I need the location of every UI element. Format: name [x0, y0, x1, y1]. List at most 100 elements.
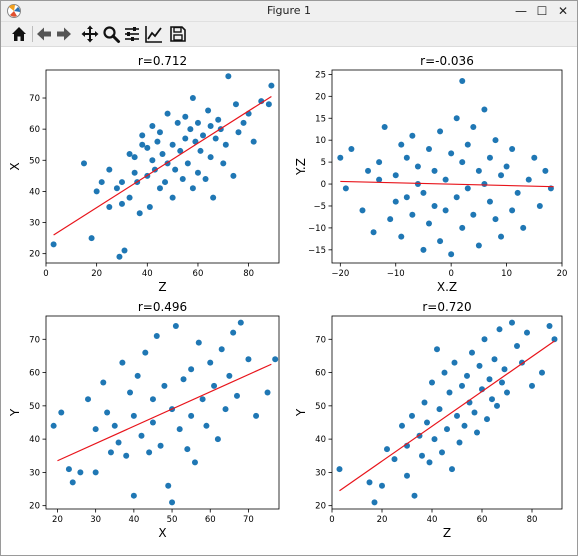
data-point — [459, 224, 466, 231]
data-point — [429, 379, 435, 386]
y-tick-label: 70 — [29, 94, 40, 104]
data-point — [514, 189, 521, 196]
data-point — [486, 154, 493, 161]
data-point — [404, 472, 410, 479]
data-point — [230, 329, 237, 336]
data-point — [531, 154, 538, 161]
data-point — [461, 422, 468, 429]
data-point — [106, 203, 113, 210]
y-tick-label: 70 — [29, 335, 40, 345]
data-point — [499, 379, 505, 386]
x-tick-label: −10 — [387, 269, 405, 279]
data-point — [214, 436, 221, 443]
forward-icon[interactable] — [54, 24, 74, 44]
subplot-xz-vs-yz: −20 −10 0 10 20 −15 −10 −5 0 5 10 15 20 25 r=-0.036 X.Z… — [294, 54, 568, 294]
data-point — [536, 202, 543, 209]
home-icon[interactable] — [9, 24, 29, 44]
data-point — [149, 396, 156, 403]
data-point — [182, 135, 189, 142]
regression-line — [340, 180, 554, 188]
data-point — [146, 449, 153, 456]
data-point — [421, 399, 428, 406]
data-point — [119, 359, 126, 366]
back-icon[interactable] — [34, 24, 54, 44]
minimize-button[interactable]: — — [515, 4, 527, 18]
data-point — [370, 229, 377, 236]
data-point — [414, 181, 421, 188]
data-point — [409, 412, 415, 419]
data-point — [159, 151, 166, 158]
data-point — [486, 198, 493, 205]
data-point — [498, 172, 505, 179]
data-point — [222, 406, 229, 413]
data-point — [153, 332, 160, 339]
data-point — [92, 469, 99, 476]
data-point — [240, 119, 247, 126]
y-tick-label: 40 — [29, 435, 40, 445]
data-point — [489, 396, 495, 403]
x-tick-label: 40 — [142, 269, 153, 279]
data-point — [442, 207, 449, 214]
zoom-icon[interactable] — [101, 24, 121, 44]
data-point — [476, 362, 483, 369]
data-point — [225, 73, 232, 80]
data-point — [425, 220, 432, 227]
data-point — [215, 116, 222, 123]
y-tick-label: 40 — [29, 187, 40, 197]
y-tick-label: 50 — [315, 402, 326, 412]
data-point — [454, 412, 460, 419]
data-point — [195, 339, 202, 346]
data-point — [50, 241, 57, 248]
data-point — [211, 382, 218, 389]
data-point — [464, 141, 471, 148]
data-point — [121, 247, 128, 254]
close-button[interactable]: ✕ — [557, 4, 569, 18]
data-point — [436, 406, 443, 413]
data-point — [431, 202, 438, 209]
x-tick-label: 40 — [427, 515, 438, 525]
data-point — [156, 185, 163, 192]
data-point — [348, 145, 355, 152]
y-tick-label: 0 — [321, 180, 326, 190]
data-point — [179, 175, 186, 182]
data-point — [98, 179, 105, 186]
data-point — [392, 198, 399, 205]
configure-subplots-icon[interactable] — [122, 24, 142, 44]
x-axis-label: Z — [443, 526, 451, 540]
data-point — [437, 238, 444, 245]
pan-icon[interactable] — [80, 24, 100, 44]
data-point — [253, 412, 260, 419]
data-point — [139, 132, 146, 139]
data-point — [176, 426, 183, 433]
data-point — [210, 194, 217, 201]
data-point — [392, 172, 399, 179]
data-point — [144, 144, 151, 151]
maximize-button[interactable]: ☐ — [536, 4, 548, 18]
data-point — [391, 456, 398, 463]
x-tick-label: 60 — [205, 515, 216, 525]
data-point — [88, 235, 95, 242]
data-point — [237, 319, 244, 326]
data-point — [169, 499, 176, 506]
edit-axes-icon[interactable] — [144, 24, 164, 44]
y-tick-label: 20 — [315, 502, 326, 512]
x-tick-label: 20 — [557, 269, 568, 279]
save-icon[interactable] — [168, 24, 188, 44]
data-point — [131, 154, 138, 161]
data-point — [366, 479, 373, 486]
y-tick-label: 30 — [29, 468, 40, 478]
data-point — [100, 379, 107, 386]
data-point — [464, 372, 470, 379]
data-point — [551, 336, 558, 343]
axes-frame — [45, 315, 280, 510]
data-point — [111, 422, 118, 429]
y-tick-label: 70 — [315, 335, 326, 345]
data-point — [116, 253, 123, 260]
x-tick-label: 60 — [477, 515, 488, 525]
data-point — [118, 200, 125, 207]
axes-frame — [331, 315, 563, 510]
data-point — [146, 203, 153, 210]
y-axis-label: Y.Z — [294, 158, 308, 176]
